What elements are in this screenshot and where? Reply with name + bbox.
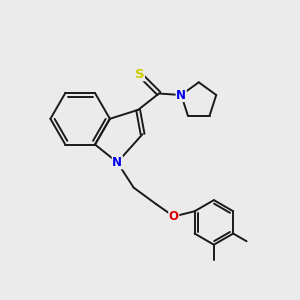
Text: O: O [169, 210, 179, 223]
Text: N: N [176, 88, 186, 101]
Text: S: S [135, 68, 144, 81]
Text: N: N [112, 156, 122, 169]
